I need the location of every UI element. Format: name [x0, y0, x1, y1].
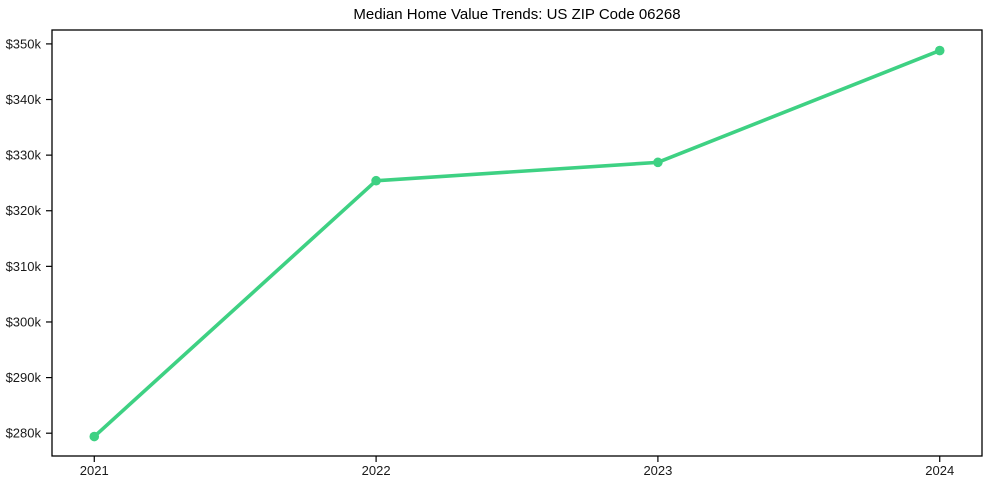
chart-title: Median Home Value Trends: US ZIP Code 06…: [353, 6, 681, 23]
plot-border: [51, 29, 983, 457]
data-point-marker: [934, 45, 945, 56]
y-tick-label: $330k: [6, 148, 42, 163]
y-tick-label: $320k: [6, 203, 42, 218]
x-tick-label: 2022: [362, 463, 391, 478]
data-point-marker: [371, 175, 381, 186]
y-tick-label: $300k: [6, 314, 42, 329]
y-tick-label: $290k: [6, 370, 42, 385]
y-tick-label: $280k: [6, 426, 42, 441]
x-tick-label: 2021: [80, 463, 109, 478]
x-tick-label: 2023: [643, 463, 672, 478]
y-tick-label: $340k: [6, 92, 42, 107]
data-point-marker: [89, 431, 100, 442]
y-tick-label: $350k: [6, 36, 42, 51]
data-point-marker: [653, 157, 663, 168]
y-tick-label: $310k: [6, 259, 42, 274]
trend-line: [92, 48, 942, 439]
x-tick-label: 2024: [925, 463, 954, 478]
